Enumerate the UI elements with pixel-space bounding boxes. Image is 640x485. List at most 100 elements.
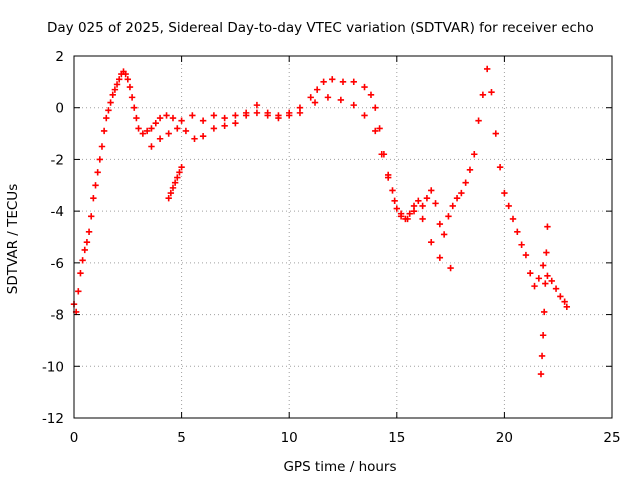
data-point xyxy=(232,112,239,119)
data-point xyxy=(419,202,426,210)
data-point xyxy=(535,275,543,282)
data-point xyxy=(103,114,110,122)
data-point xyxy=(174,174,181,181)
data-point xyxy=(199,117,207,124)
data-points xyxy=(70,65,571,378)
data-point xyxy=(557,293,564,300)
data-point xyxy=(96,156,104,163)
series-short-segment xyxy=(165,163,185,202)
data-point xyxy=(445,213,452,220)
series-spike xyxy=(537,223,551,378)
data-point xyxy=(541,308,548,316)
data-point xyxy=(174,125,181,132)
y-tick-label: -10 xyxy=(42,359,64,375)
data-point xyxy=(131,104,138,111)
data-point xyxy=(501,189,508,197)
data-point xyxy=(83,238,91,246)
data-point xyxy=(378,151,385,158)
data-point xyxy=(176,169,183,176)
data-point xyxy=(350,78,357,86)
series-main xyxy=(70,65,571,316)
data-point xyxy=(77,270,84,277)
data-point xyxy=(189,112,196,119)
data-point xyxy=(139,130,147,137)
data-point xyxy=(389,187,396,194)
data-point xyxy=(79,257,86,264)
data-point xyxy=(171,179,179,186)
data-point xyxy=(428,187,435,194)
data-point xyxy=(492,130,499,137)
data-point xyxy=(124,76,131,83)
y-tick-label: 2 xyxy=(55,49,64,65)
data-point xyxy=(339,78,347,86)
data-point xyxy=(543,249,550,256)
data-point xyxy=(109,91,116,98)
data-point xyxy=(81,246,88,254)
data-point xyxy=(537,370,545,378)
data-point xyxy=(85,228,93,236)
data-point xyxy=(372,104,379,111)
x-tick-label: 0 xyxy=(70,430,79,446)
data-point xyxy=(404,215,411,223)
data-point xyxy=(393,205,400,212)
data-point xyxy=(165,130,172,137)
data-point xyxy=(475,117,482,124)
data-point xyxy=(548,277,555,285)
data-point xyxy=(143,127,151,135)
data-point xyxy=(471,151,478,158)
data-point xyxy=(462,179,469,186)
data-point xyxy=(152,120,159,127)
data-point xyxy=(156,114,164,122)
data-point xyxy=(544,223,551,230)
data-point xyxy=(313,86,321,93)
data-point xyxy=(253,109,261,117)
data-point xyxy=(307,94,314,101)
data-point xyxy=(100,127,108,135)
grid xyxy=(74,56,612,418)
data-point xyxy=(419,215,426,223)
data-point xyxy=(509,215,517,223)
data-point xyxy=(107,99,114,106)
data-point xyxy=(210,112,218,119)
data-point xyxy=(415,197,422,204)
data-point xyxy=(505,202,512,210)
data-point xyxy=(391,197,398,204)
data-point xyxy=(518,241,525,248)
y-tick-label: -6 xyxy=(51,256,64,272)
data-point xyxy=(264,112,271,119)
data-point xyxy=(538,352,546,360)
data-point xyxy=(397,210,405,217)
data-point xyxy=(98,143,106,150)
data-point xyxy=(488,89,495,96)
data-point xyxy=(286,112,293,119)
data-point xyxy=(406,210,413,217)
data-point xyxy=(111,86,119,93)
data-point xyxy=(311,99,319,106)
data-point xyxy=(148,143,155,150)
x-tick-label: 25 xyxy=(603,430,620,446)
data-point xyxy=(337,96,345,104)
data-point xyxy=(178,163,185,171)
data-point xyxy=(90,195,97,202)
data-point xyxy=(191,135,198,142)
data-point xyxy=(135,125,142,132)
data-point xyxy=(182,127,190,135)
data-point xyxy=(447,264,454,272)
data-point xyxy=(133,114,140,122)
data-point xyxy=(361,83,368,91)
data-point xyxy=(479,91,487,98)
data-point xyxy=(92,182,99,189)
y-tick-label: -8 xyxy=(51,308,64,324)
data-point xyxy=(169,184,177,192)
data-point xyxy=(531,282,538,290)
data-point xyxy=(483,65,491,73)
data-point xyxy=(367,91,375,98)
data-point xyxy=(165,195,172,202)
data-point xyxy=(105,107,112,114)
data-point xyxy=(458,189,465,197)
data-point xyxy=(199,132,207,140)
data-point xyxy=(376,125,383,132)
data-point xyxy=(436,220,444,228)
